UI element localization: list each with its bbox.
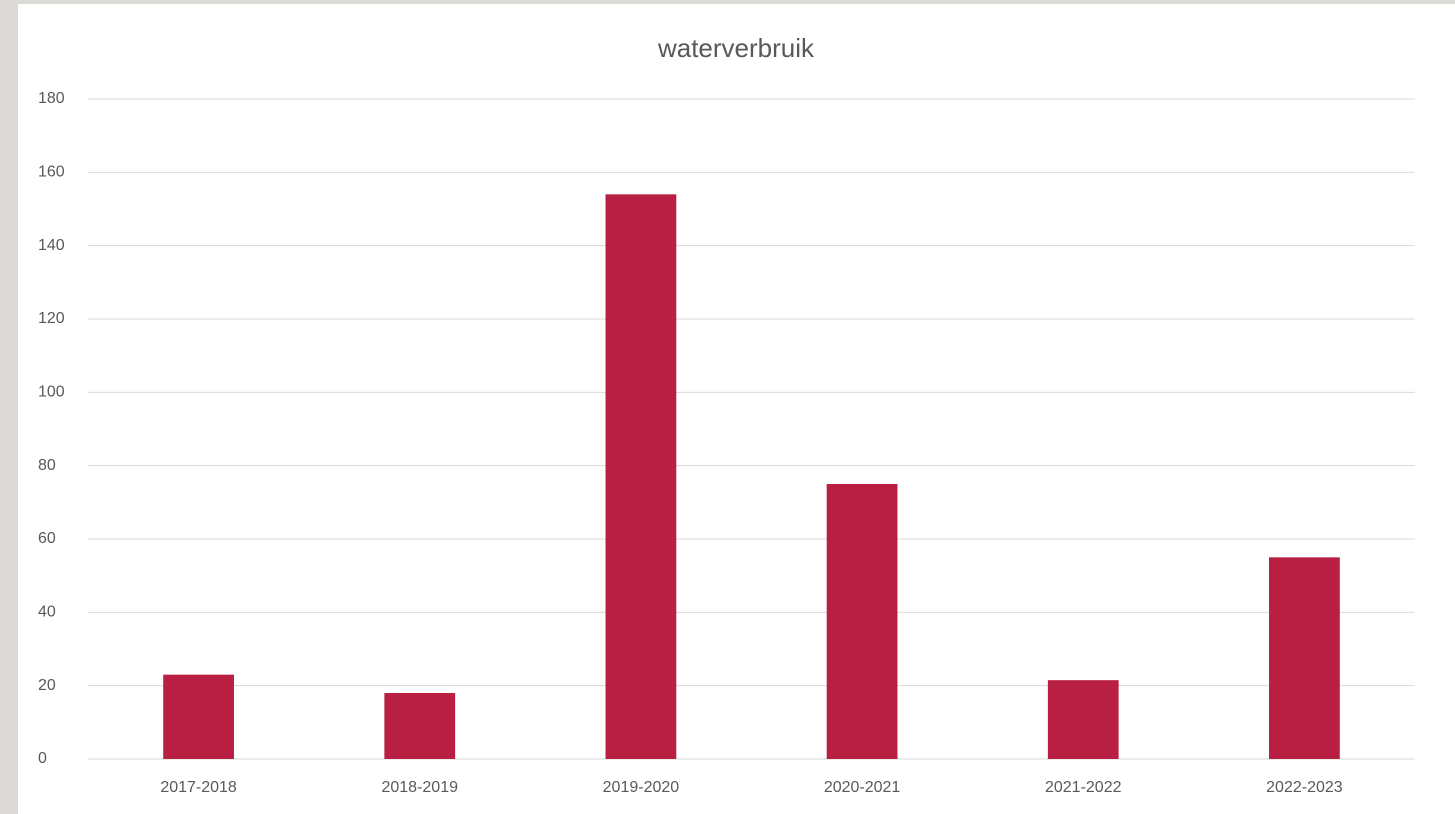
y-tick-label: 40 [38, 604, 56, 621]
x-tick-label: 2020-2021 [824, 779, 901, 796]
bar [1269, 557, 1340, 759]
x-tick-label: 2018-2019 [381, 779, 458, 796]
x-tick-label: 2022-2023 [1266, 779, 1343, 796]
y-tick-label: 0 [38, 750, 47, 767]
bar [605, 194, 677, 760]
bar [1047, 680, 1119, 759]
bar [163, 674, 234, 759]
y-tick-label: 120 [38, 310, 65, 327]
y-tick-label: 180 [38, 90, 65, 107]
y-tick-label: 100 [38, 384, 65, 401]
bar [826, 484, 898, 759]
x-tick-label: 2019-2020 [603, 779, 680, 796]
y-tick-label: 140 [38, 237, 65, 254]
chart: waterverbruik 0 20 40 60 80 100 120 140 160 180 20… [18, 4, 1455, 814]
x-tick-label: 2017-2018 [160, 779, 237, 796]
bar [384, 693, 456, 759]
y-tick-label: 160 [38, 164, 65, 181]
y-tick-label: 80 [38, 457, 56, 474]
y-tick-label: 20 [38, 677, 56, 694]
x-tick-label: 2021-2022 [1045, 779, 1122, 796]
chart-title: waterverbruik [657, 33, 815, 63]
y-tick-label: 60 [38, 530, 56, 547]
